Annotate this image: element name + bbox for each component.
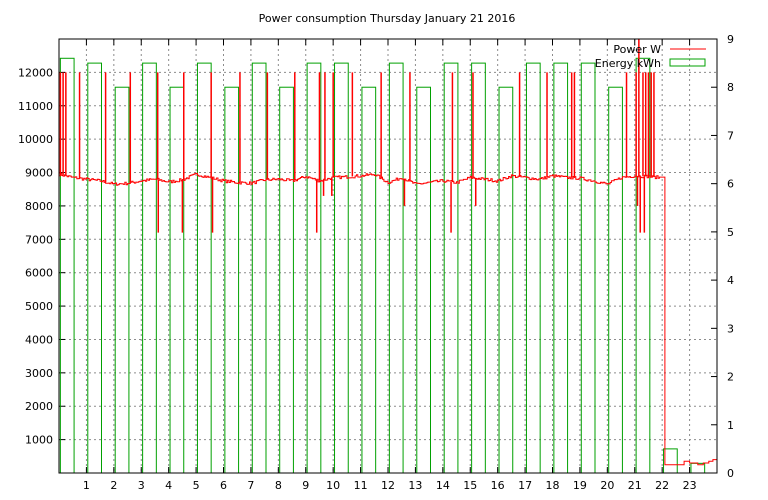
energy-bar [443, 62, 459, 474]
x-tick-label: 14 [436, 479, 450, 492]
x-tick-label: 16 [491, 479, 505, 492]
energy-bar [580, 62, 596, 474]
x-tick-label: 15 [463, 479, 477, 492]
y-right-tick-label: 2 [727, 371, 734, 384]
left-y-axis: 1000 2000 3000 4000 5000 6000 7000 8000 9000 1000… [18, 66, 65, 447]
energy-bar [196, 62, 212, 474]
x-tick-label: 23 [683, 479, 697, 492]
x-tick-label: 7 [247, 479, 254, 492]
x-tick-label: 13 [408, 479, 422, 492]
legend: Power W Energy kWh [595, 43, 706, 70]
y-left-tick-label: 10000 [18, 133, 53, 146]
x-tick-label: 20 [600, 479, 614, 492]
energy-bar [279, 86, 294, 474]
y-left-tick-label: 3000 [25, 367, 53, 380]
y-right-tick-label: 7 [727, 129, 734, 142]
energy-bar [416, 86, 431, 474]
energy-bar [224, 86, 240, 474]
energy-bar [251, 62, 267, 474]
energy-bar [142, 62, 157, 474]
energy-bar [114, 86, 130, 474]
plot-frame [58, 38, 718, 474]
x-tick-label: 21 [628, 479, 642, 492]
y-right-tick-label: 9 [727, 33, 734, 46]
energy-bar [87, 62, 102, 474]
x-tick-label: 9 [302, 479, 309, 492]
grid [59, 39, 717, 473]
y-left-tick-label: 1000 [25, 434, 53, 447]
x-tick-label: 5 [193, 479, 200, 492]
y-right-tick-label: 5 [727, 226, 734, 239]
x-tick-label: 6 [220, 479, 227, 492]
y-left-tick-label: 8000 [25, 200, 53, 213]
y-right-tick-label: 1 [727, 419, 734, 432]
energy-bar [334, 62, 349, 474]
x-axis: 1 2 3 4 5 6 7 8 9 10 11 12 13 14 15 16 17 18 19 20 21 22 23 [83, 39, 697, 492]
y-right-tick-label: 6 [727, 178, 734, 191]
energy-bar [169, 86, 185, 474]
energy-bar [608, 86, 623, 474]
legend-label-power: Power W [613, 43, 661, 56]
x-tick-label: 19 [573, 479, 587, 492]
y-left-tick-label: 11000 [18, 100, 53, 113]
x-tick-label: 17 [518, 479, 532, 492]
y-left-tick-label: 7000 [25, 233, 53, 246]
x-tick-label: 12 [381, 479, 395, 492]
energy-bar [498, 86, 514, 474]
x-tick-label: 3 [138, 479, 145, 492]
energy-bar [388, 62, 404, 474]
x-tick-label: 4 [165, 479, 172, 492]
x-tick-label: 1 [83, 479, 90, 492]
y-right-tick-label: 0 [727, 467, 734, 480]
legend-label-energy: Energy kWh [595, 57, 661, 70]
x-tick-label: 18 [546, 479, 560, 492]
legend-swatch-energy [669, 58, 706, 67]
right-y-axis: 0 1 2 3 4 5 6 7 8 9 [711, 33, 734, 480]
energy-series [59, 57, 706, 474]
power-line [59, 172, 718, 466]
x-tick-label: 8 [275, 479, 282, 492]
chart-title: Power consumption Thursday January 21 20… [259, 12, 516, 25]
y-right-tick-label: 3 [727, 322, 734, 335]
y-right-tick-label: 4 [727, 274, 734, 287]
x-tick-label: 22 [655, 479, 669, 492]
energy-bar [553, 62, 569, 474]
x-tick-label: 2 [110, 479, 117, 492]
y-left-tick-label: 4000 [25, 333, 53, 346]
x-tick-label: 10 [326, 479, 340, 492]
energy-bar [663, 448, 678, 474]
y-right-tick-label: 8 [727, 81, 734, 94]
x-tick-label: 11 [354, 479, 368, 492]
y-left-tick-label: 6000 [25, 267, 53, 280]
y-left-tick-label: 9000 [25, 167, 53, 180]
energy-bar [361, 86, 377, 474]
y-left-tick-label: 2000 [25, 400, 53, 413]
y-left-tick-label: 5000 [25, 300, 53, 313]
y-left-tick-label: 12000 [18, 66, 53, 79]
energy-bar [525, 62, 541, 474]
power-series [59, 39, 718, 466]
